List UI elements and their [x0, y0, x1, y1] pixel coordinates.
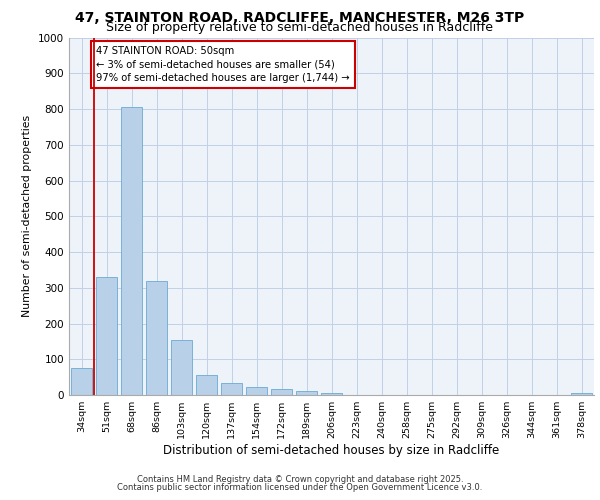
Bar [246, 387, 267, 395]
Text: Size of property relative to semi-detached houses in Radcliffe: Size of property relative to semi-detach… [107, 22, 493, 35]
Bar [271, 389, 292, 395]
Text: Contains HM Land Registry data © Crown copyright and database right 2025.: Contains HM Land Registry data © Crown c… [137, 475, 463, 484]
Bar [321, 393, 342, 395]
Bar [196, 374, 217, 395]
Text: 47, STAINTON ROAD, RADCLIFFE, MANCHESTER, M26 3TP: 47, STAINTON ROAD, RADCLIFFE, MANCHESTER… [76, 11, 524, 25]
Text: 47 STAINTON ROAD: 50sqm
← 3% of semi-detached houses are smaller (54)
97% of sem: 47 STAINTON ROAD: 50sqm ← 3% of semi-det… [96, 46, 350, 83]
Text: Contains public sector information licensed under the Open Government Licence v3: Contains public sector information licen… [118, 484, 482, 492]
Bar [171, 340, 192, 395]
Bar [121, 107, 142, 395]
Bar [96, 277, 117, 395]
Y-axis label: Number of semi-detached properties: Number of semi-detached properties [22, 115, 32, 318]
Bar [146, 280, 167, 395]
Bar [571, 393, 592, 395]
Bar [71, 368, 92, 395]
Bar [221, 383, 242, 395]
Bar [296, 390, 317, 395]
X-axis label: Distribution of semi-detached houses by size in Radcliffe: Distribution of semi-detached houses by … [163, 444, 500, 457]
